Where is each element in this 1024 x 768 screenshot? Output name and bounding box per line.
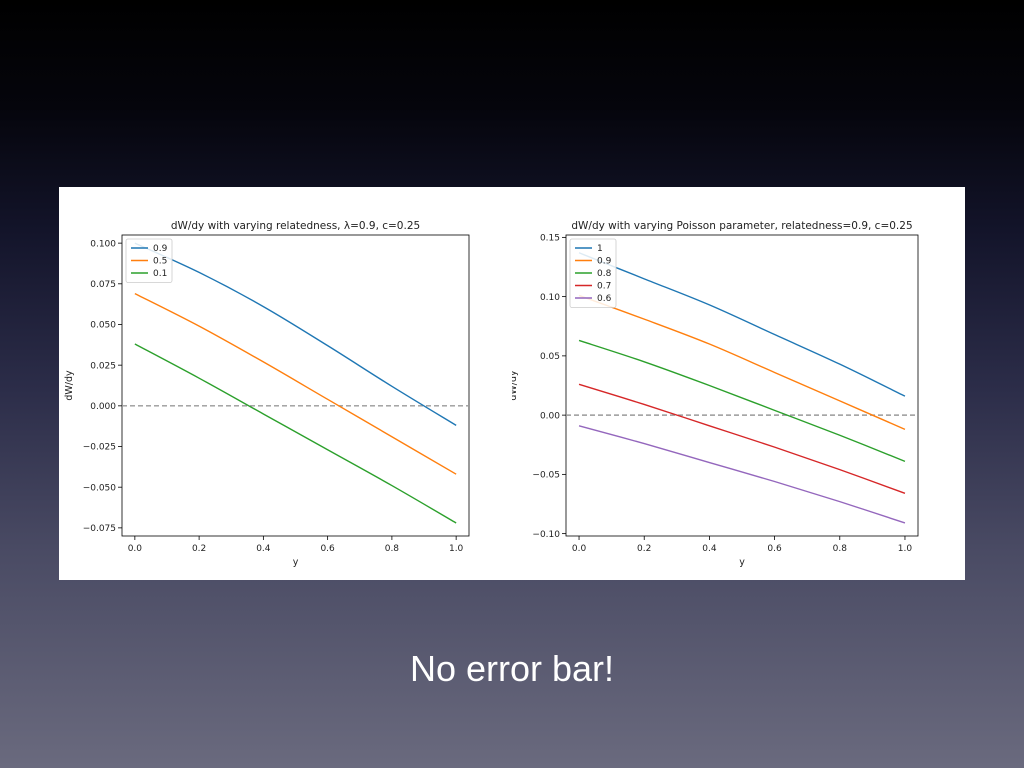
x-tick-label: 1.0 bbox=[449, 544, 464, 554]
y-tick-label: −0.05 bbox=[532, 471, 560, 481]
legend-label: 0.8 bbox=[597, 269, 612, 279]
legend-label: 0.9 bbox=[597, 257, 612, 267]
x-tick-label: 0.2 bbox=[192, 544, 206, 554]
y-tick-label: 0.050 bbox=[90, 321, 116, 331]
y-tick-label: −0.050 bbox=[83, 483, 117, 493]
figure-panel: dW/dy with varying relatedness, λ=0.9, c… bbox=[59, 187, 965, 580]
x-tick-label: 0.0 bbox=[572, 544, 587, 554]
y-tick-label: 0.100 bbox=[90, 239, 116, 249]
x-tick-label: 0.4 bbox=[702, 544, 717, 554]
series-line-0.5 bbox=[134, 292, 457, 475]
series-line-0.8 bbox=[578, 339, 906, 462]
chart-title: dW/dy with varying Poisson parameter, re… bbox=[571, 220, 912, 232]
series-line-0.6 bbox=[578, 425, 906, 524]
y-tick-label: 0.075 bbox=[90, 280, 116, 290]
y-axis-label: dW/dy bbox=[64, 370, 75, 401]
legend-box bbox=[125, 238, 173, 283]
slide-caption: No error bar! bbox=[409, 648, 615, 689]
x-tick-label: 0.8 bbox=[833, 544, 848, 554]
x-axis-label: y bbox=[739, 557, 745, 568]
x-tick-label: 1.0 bbox=[898, 544, 913, 554]
series-line-0.7 bbox=[578, 383, 906, 494]
x-tick-label: 0.6 bbox=[767, 544, 782, 554]
series-line-1 bbox=[578, 252, 906, 397]
legend-box bbox=[569, 238, 617, 308]
legend-label: 0.1 bbox=[153, 269, 167, 279]
y-tick-label: 0.10 bbox=[540, 293, 560, 303]
series-line-0.1 bbox=[134, 343, 457, 524]
legend-label: 0.6 bbox=[597, 294, 612, 304]
plot-frame bbox=[121, 234, 470, 537]
x-axis-label: y bbox=[293, 557, 299, 568]
legend-label: 0.5 bbox=[153, 257, 167, 267]
legend-label: 0.9 bbox=[153, 244, 168, 254]
chart-poisson: dW/dy with varying Poisson parameter, re… bbox=[512, 220, 919, 568]
legend-label: 0.7 bbox=[597, 282, 611, 292]
y-tick-label: −0.10 bbox=[532, 530, 560, 540]
y-tick-label: −0.025 bbox=[83, 443, 116, 453]
y-axis-label: dW/dy bbox=[512, 370, 519, 401]
x-tick-label: 0.4 bbox=[256, 544, 271, 554]
plot-frame bbox=[565, 234, 919, 537]
y-tick-label: 0.00 bbox=[540, 411, 560, 421]
y-tick-label: −0.075 bbox=[83, 524, 116, 534]
series-line-0.9 bbox=[578, 294, 906, 430]
legend-label: 1 bbox=[597, 244, 603, 254]
y-tick-label: 0.05 bbox=[540, 352, 560, 362]
chart-title: dW/dy with varying relatedness, λ=0.9, c… bbox=[171, 220, 420, 232]
chart-relatedness: dW/dy with varying relatedness, λ=0.9, c… bbox=[64, 220, 470, 568]
y-tick-label: 0.000 bbox=[90, 402, 116, 412]
y-tick-label: 0.025 bbox=[90, 361, 116, 371]
series-line-0.9 bbox=[134, 242, 457, 426]
x-tick-label: 0.2 bbox=[637, 544, 651, 554]
y-tick-label: 0.15 bbox=[540, 234, 560, 244]
x-tick-label: 0.0 bbox=[128, 544, 143, 554]
x-tick-label: 0.8 bbox=[385, 544, 400, 554]
x-tick-label: 0.6 bbox=[320, 544, 335, 554]
